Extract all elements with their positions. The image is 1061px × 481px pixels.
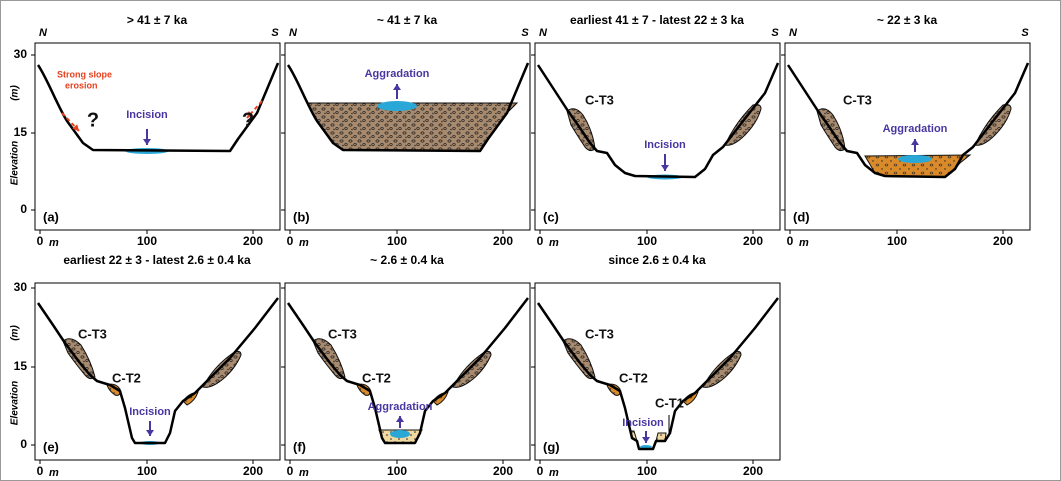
y-tick-label: 0 — [20, 202, 27, 216]
south-label: S — [771, 27, 779, 39]
south-label: S — [1021, 27, 1029, 39]
annotation: ? — [242, 109, 254, 131]
x-unit: m — [49, 467, 59, 479]
water — [390, 430, 410, 438]
y-axis-title: Elevation — [10, 381, 21, 425]
panel-title: ~ 2.6 ± 0.4 ka — [370, 253, 444, 267]
panel-title: since 2.6 ± 0.4 ka — [608, 253, 706, 267]
annotation: Aggradation — [368, 401, 433, 413]
panel-title: ~ 41 ± 7 ka — [377, 13, 438, 27]
panel-box — [35, 283, 280, 460]
annotation: erosion — [65, 80, 98, 90]
panel: earliest 22 ± 3 - latest 2.6 ± 0.4 ka C-T… — [10, 253, 280, 479]
panel: ~ 2.6 ± 0.4 ka C-T3 C-T2 Aggradation (f) 0 100… — [281, 253, 530, 479]
panel-label: (c) — [543, 209, 559, 224]
panel: ~ 41 ± 7 ka Aggradation (b) 0 100 200 m N S — [281, 13, 530, 249]
south-label: S — [521, 27, 529, 39]
annotation: C-T1 — [655, 395, 684, 410]
north-label: N — [39, 27, 48, 39]
y-tick-label: 30 — [14, 280, 28, 294]
y-tick-label: 15 — [14, 125, 28, 139]
annotation: Incision — [622, 417, 664, 429]
south-label: S — [271, 27, 279, 39]
x-tick-label: 200 — [493, 464, 513, 478]
annotation: C-T2 — [619, 370, 648, 385]
x-tick-label: 100 — [637, 464, 657, 478]
y-tick-label: 0 — [20, 437, 27, 451]
y-unit: (m) — [10, 325, 21, 341]
annotation: C-T2 — [112, 370, 141, 385]
x-unit: m — [549, 467, 559, 479]
annotation: Incision — [644, 139, 686, 151]
annotation: Incision — [129, 406, 171, 418]
north-label: N — [789, 27, 798, 39]
x-tick-label: 100 — [387, 464, 407, 478]
x-tick-label: 100 — [887, 234, 907, 248]
north-label: N — [539, 27, 548, 39]
x-unit: m — [799, 237, 809, 249]
annotation: Aggradation — [365, 68, 430, 80]
x-tick-label: 0 — [37, 234, 44, 248]
y-tick-label: 15 — [14, 359, 28, 373]
x-tick-label: 200 — [743, 234, 763, 248]
annotation: C-T3 — [78, 326, 107, 341]
x-tick-label: 100 — [137, 464, 157, 478]
x-unit: m — [299, 237, 309, 249]
annotation: ? — [87, 109, 99, 131]
x-tick-label: 200 — [243, 234, 263, 248]
annotation: C-T3 — [585, 92, 614, 107]
y-tick-label: 30 — [14, 47, 28, 61]
x-unit: m — [299, 467, 309, 479]
panel: earliest 41 ± 7 - latest 22 ± 3 ka C-T3 In… — [531, 13, 780, 249]
panel-label: (a) — [43, 209, 59, 224]
x-tick-label: 0 — [37, 464, 44, 478]
x-tick-label: 200 — [243, 464, 263, 478]
annotation: Strong slope — [57, 69, 112, 79]
panel-label: (g) — [543, 439, 560, 454]
x-tick-label: 200 — [743, 464, 763, 478]
x-tick-label: 0 — [537, 234, 544, 248]
x-tick-label: 100 — [137, 234, 157, 248]
panel-title: > 41 ± 7 ka — [127, 13, 188, 27]
x-tick-label: 200 — [493, 234, 513, 248]
x-tick-label: 200 — [993, 234, 1013, 248]
water — [377, 101, 417, 111]
annotation: C-T3 — [585, 326, 614, 341]
x-tick-label: 0 — [787, 234, 794, 248]
figure: > 41 ± 7 ka Strong slopeerosion?? Incision… — [0, 0, 1061, 481]
annotation: Aggradation — [883, 123, 948, 135]
annotation: Incision — [126, 109, 168, 121]
annotation: C-T3 — [328, 326, 357, 341]
x-tick-label: 0 — [537, 464, 544, 478]
north-label: N — [289, 27, 298, 39]
panel-label: (f) — [293, 439, 306, 454]
x-tick-label: 0 — [287, 464, 294, 478]
water — [898, 155, 932, 163]
panel: since 2.6 ± 0.4 ka C-T3 C-T2 C-T1 Incision (g… — [531, 253, 780, 479]
annotation: C-T3 — [843, 92, 872, 107]
x-tick-label: 100 — [637, 234, 657, 248]
panel: ~ 22 ± 3 ka C-T3 Aggradation (d) 0 100 200 m N S — [781, 13, 1030, 249]
panel-title: earliest 41 ± 7 - latest 22 ± 3 ka — [570, 13, 744, 27]
x-tick-label: 0 — [287, 234, 294, 248]
panel-title: earliest 22 ± 3 - latest 2.6 ± 0.4 ka — [63, 253, 251, 267]
panel-title: ~ 22 ± 3 ka — [877, 13, 938, 27]
y-axis-title: Elevation — [10, 141, 21, 185]
panel-label: (b) — [293, 209, 310, 224]
annotation: C-T2 — [362, 370, 391, 385]
y-unit: (m) — [10, 85, 21, 101]
x-unit: m — [549, 237, 559, 249]
panel: > 41 ± 7 ka Strong slopeerosion?? Incision… — [10, 13, 280, 249]
panel-label: (e) — [43, 439, 59, 454]
x-tick-label: 100 — [387, 234, 407, 248]
panel-label: (d) — [793, 209, 810, 224]
x-unit: m — [49, 237, 59, 249]
